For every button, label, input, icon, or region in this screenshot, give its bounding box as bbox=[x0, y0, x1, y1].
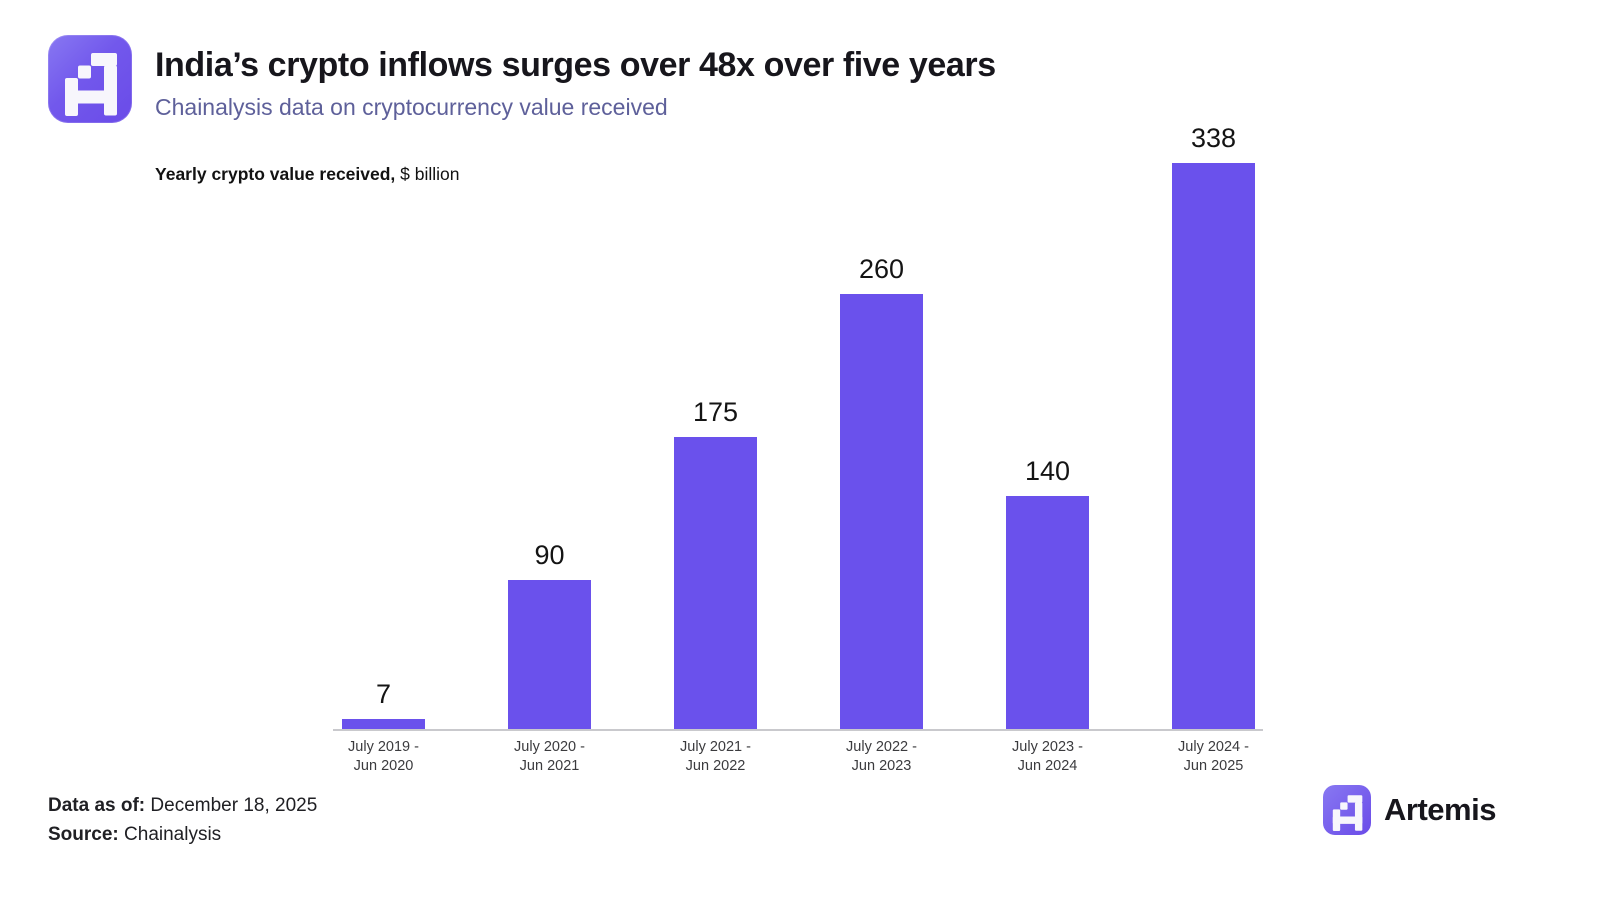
data-as-of-label: Data as of: bbox=[48, 795, 146, 816]
x-tick-label: July 2019 - Jun 2020 bbox=[348, 739, 419, 775]
x-tick-label: July 2022 - Jun 2023 bbox=[846, 739, 917, 775]
bar-3 bbox=[674, 437, 757, 731]
chart-axis-title-units: $ billion bbox=[395, 164, 460, 184]
bar-5 bbox=[1006, 496, 1089, 731]
bar-value-label: 140 bbox=[1024, 456, 1071, 486]
x-tick-label: July 2024 - Jun 2025 bbox=[1178, 739, 1249, 775]
bar-value-label: 7 bbox=[375, 679, 392, 709]
x-tick-label: July 2021 - Jun 2022 bbox=[680, 739, 751, 775]
artemis-brand-name: Artemis bbox=[1384, 792, 1496, 827]
chart-axis-title-bold: Yearly crypto value received, bbox=[155, 164, 396, 184]
artemis-logo-icon-small bbox=[1323, 785, 1371, 835]
pixel-a-icon bbox=[1332, 795, 1363, 832]
data-as-of-value: December 18, 2025 bbox=[145, 795, 318, 816]
bar-value-label: 338 bbox=[1190, 123, 1237, 153]
x-axis-line bbox=[333, 729, 1263, 731]
bar-value-label: 90 bbox=[534, 540, 565, 570]
source-value: Chainalysis bbox=[118, 824, 222, 845]
data-as-of-line: Data as of: December 18, 2025 bbox=[48, 795, 317, 817]
chart-axis-title: Yearly crypto value received, $ billion bbox=[155, 164, 460, 185]
bar-value-label: 175 bbox=[692, 397, 739, 427]
source-line: Source: Chainalysis bbox=[48, 824, 221, 846]
x-tick-label: July 2020 - Jun 2021 bbox=[514, 739, 585, 775]
source-label: Source: bbox=[48, 824, 119, 845]
bar-4 bbox=[840, 294, 923, 731]
bar-value-label: 260 bbox=[858, 254, 905, 284]
x-tick-label: July 2023 - Jun 2024 bbox=[1012, 739, 1083, 775]
pixel-a-icon bbox=[65, 53, 117, 116]
artemis-brand-lockup: Artemis bbox=[1323, 785, 1496, 835]
artemis-logo-icon bbox=[48, 35, 132, 123]
bar-6 bbox=[1172, 163, 1255, 731]
page-title: India’s crypto inflows surges over 48x o… bbox=[155, 46, 996, 84]
page-subtitle: Chainalysis data on cryptocurrency value… bbox=[155, 94, 668, 120]
bar-2 bbox=[508, 580, 591, 731]
